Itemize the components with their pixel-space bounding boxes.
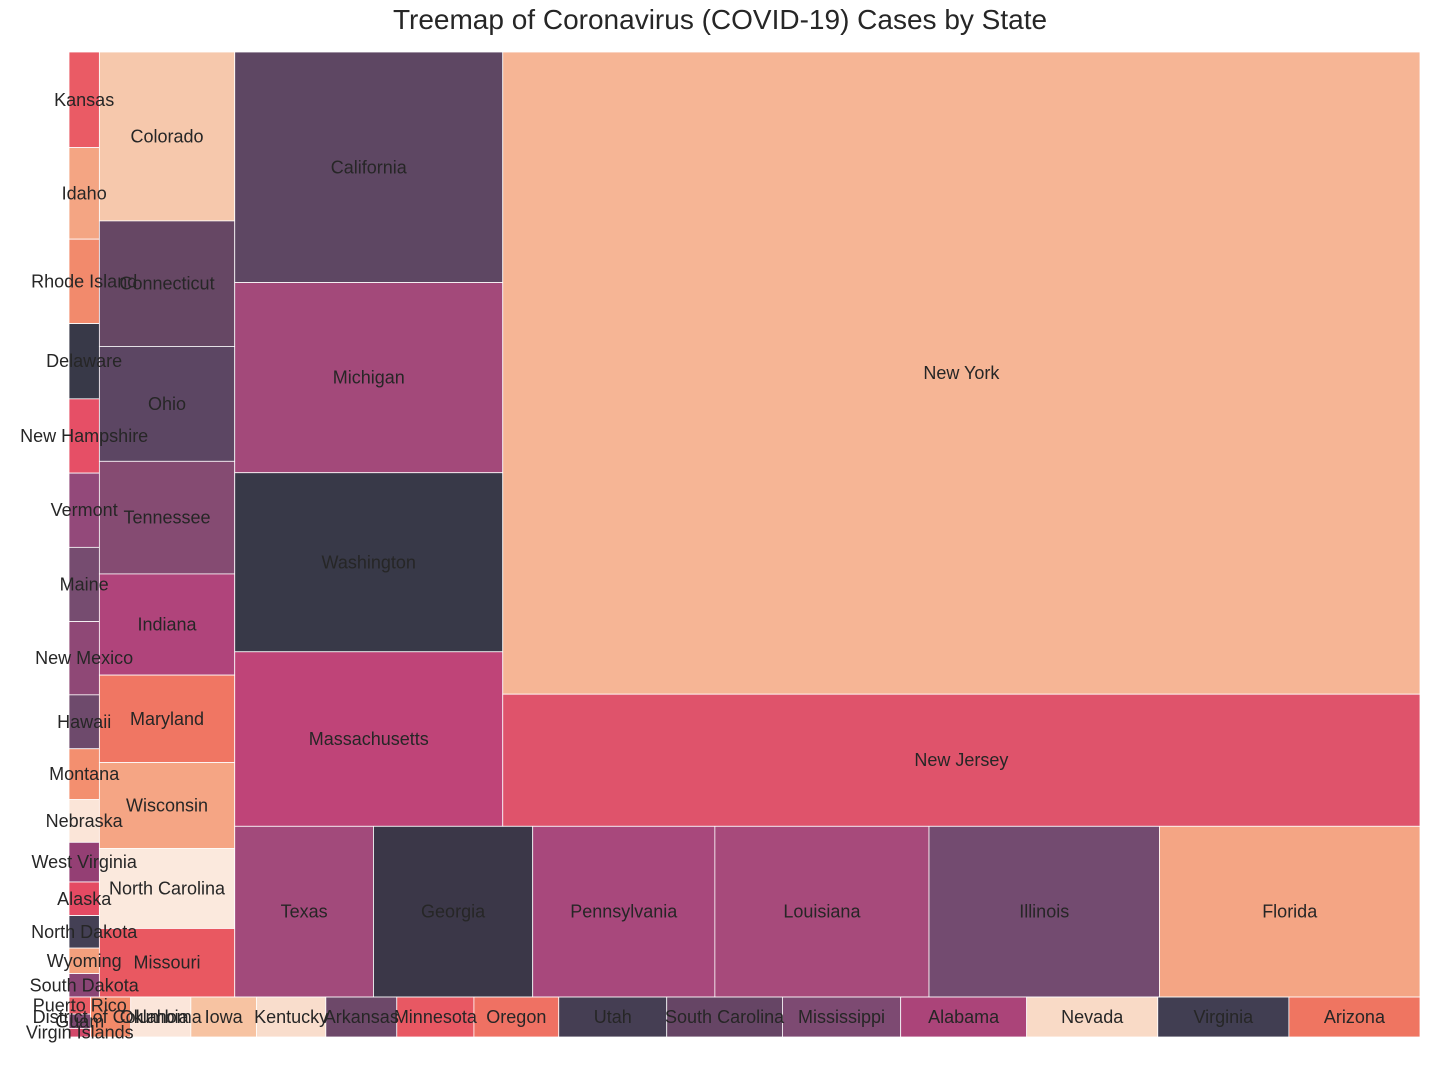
treemap-label-west-virginia: West Virginia: [31, 852, 137, 872]
treemap-label-connecticut: Connecticut: [120, 274, 215, 294]
treemap-cell-new-mexico: [68, 621, 100, 696]
treemap-label-florida: Florida: [1262, 902, 1318, 922]
treemap-cell-arkansas: [325, 996, 398, 1038]
treemap-cell-alabama: [900, 996, 1028, 1038]
treemap-label-oregon: Oregon: [486, 1007, 546, 1027]
treemap-label-colorado: Colorado: [131, 126, 204, 146]
treemap-cell-oklahoma: [130, 996, 192, 1038]
treemap-cell-louisiana: [714, 825, 930, 998]
treemap-label-virginia: Virginia: [1193, 1007, 1254, 1027]
treemap-cell-idaho: [68, 147, 100, 240]
treemap-cell-wisconsin: [98, 762, 236, 849]
treemap-label-vermont: Vermont: [51, 500, 118, 520]
treemap-label-indiana: Indiana: [138, 615, 198, 635]
treemap-label-alaska: Alaska: [57, 889, 112, 909]
treemap-label-puerto-rico: Puerto Rico: [33, 996, 127, 1016]
treemap-label-tennessee: Tennessee: [124, 508, 211, 528]
chart-title: Treemap of Coronavirus (COVID-19) Cases …: [392, 4, 1048, 35]
treemap-label-utah: Utah: [594, 1007, 632, 1027]
treemap-cell-vermont: [68, 472, 100, 548]
treemap-label-new-mexico: New Mexico: [35, 648, 133, 668]
treemap-label-north-dakota: North Dakota: [31, 922, 138, 942]
treemap-cell-ohio: [98, 346, 236, 462]
treemap-label-hawaii: Hawaii: [57, 712, 111, 732]
treemap-label-arkansas: Arkansas: [324, 1007, 399, 1027]
treemap-cell-indiana: [98, 573, 236, 676]
treemap-label-minnesota: Minnesota: [394, 1007, 478, 1027]
treemap-cell-delaware: [68, 323, 100, 400]
treemap-label-rhode-island: Rhode Island: [31, 271, 137, 291]
treemap-cell-montana: [68, 748, 100, 801]
treemap-label-delaware: Delaware: [46, 351, 122, 371]
treemap-cell-washington: [234, 472, 504, 653]
treemap-label-ohio: Ohio: [148, 394, 186, 414]
treemap-cell-mississippi: [782, 996, 902, 1038]
treemap-cell-maine: [68, 546, 100, 623]
treemap-cell-tennessee: [98, 460, 236, 575]
treemap-cell-kansas: [68, 51, 100, 149]
treemap-cell-south-carolina: [666, 996, 783, 1038]
treemap-label-south-carolina: South Carolina: [665, 1007, 785, 1027]
treemap-label-montana: Montana: [49, 764, 120, 784]
treemap-label-north-carolina: North Carolina: [109, 879, 226, 899]
treemap-label-kansas: Kansas: [54, 90, 114, 110]
treemap-label-guam: Guam: [55, 1011, 104, 1031]
treemap-label-pennsylvania: Pennsylvania: [570, 902, 678, 922]
treemap-label-kentucky: Kentucky: [254, 1007, 328, 1027]
treemap-cell-wyoming: [68, 947, 100, 974]
treemap-label-virgin-islands: Virgin Islands: [26, 1023, 134, 1043]
treemap-cell-minnesota: [396, 996, 475, 1038]
treemap-cell-pennsylvania: [532, 825, 716, 998]
treemap-label-california: California: [331, 157, 408, 177]
treemap-label-maryland: Maryland: [130, 709, 204, 729]
treemap-cell-district-of-columbia: [90, 996, 132, 1038]
treemap-label-district-of-columbia: District of Columbia: [33, 1007, 190, 1027]
treemap-label-new-hampshire: New Hampshire: [20, 426, 148, 446]
treemap-label-texas: Texas: [281, 902, 328, 922]
treemap-cell-florida: [1159, 825, 1421, 998]
treemap-label-nebraska: Nebraska: [46, 811, 124, 831]
treemap-label-missouri: Missouri: [134, 953, 201, 973]
treemap-cell-texas: [234, 825, 374, 998]
treemap-label-georgia: Georgia: [421, 902, 486, 922]
treemap-label-maine: Maine: [60, 574, 109, 594]
treemap-label-mississippi: Mississippi: [798, 1007, 885, 1027]
treemap-cell-illinois: [928, 825, 1160, 998]
treemap-label-michigan: Michigan: [333, 368, 405, 388]
treemap-cell-michigan: [234, 282, 504, 474]
treemap-cell-new-jersey: [502, 693, 1421, 827]
treemap-label-illinois: Illinois: [1019, 902, 1069, 922]
treemap-cell-north-dakota: [68, 915, 100, 949]
treemap-cell-california: [234, 51, 504, 283]
treemap-label-oklahoma: Oklahoma: [120, 1007, 203, 1027]
treemap-label-south-dakota: South Dakota: [30, 975, 140, 995]
treemap-cell-arizona: [1288, 996, 1421, 1038]
treemap-cell-massachusetts: [234, 651, 504, 827]
treemap-cell-north-carolina: [98, 848, 236, 929]
treemap-label-nevada: Nevada: [1061, 1007, 1124, 1027]
treemap-cell-nebraska: [68, 799, 100, 843]
treemap-label-new-jersey: New Jersey: [914, 750, 1008, 770]
treemap-label-arizona: Arizona: [1324, 1007, 1386, 1027]
treemap-label-wyoming: Wyoming: [47, 951, 122, 971]
treemap-cell-kentucky: [256, 996, 327, 1038]
treemap-cell-maryland: [98, 674, 236, 763]
treemap-cell-new-york: [502, 51, 1421, 695]
treemap-cell-nevada: [1026, 996, 1159, 1038]
treemap-label-massachusetts: Massachusetts: [309, 729, 429, 749]
treemap-cell-virginia: [1157, 996, 1290, 1038]
treemap-cell-oregon: [473, 996, 560, 1038]
treemap-label-iowa: Iowa: [205, 1007, 244, 1027]
treemap-label-wisconsin: Wisconsin: [126, 796, 208, 816]
treemap-cell-new-hampshire: [68, 398, 100, 474]
treemap-label-louisiana: Louisiana: [783, 902, 861, 922]
treemap-label-idaho: Idaho: [62, 183, 107, 203]
treemap-label-alabama: Alabama: [928, 1007, 1000, 1027]
treemap-label-washington: Washington: [322, 552, 416, 572]
treemap-label-new-york: New York: [923, 363, 1000, 383]
